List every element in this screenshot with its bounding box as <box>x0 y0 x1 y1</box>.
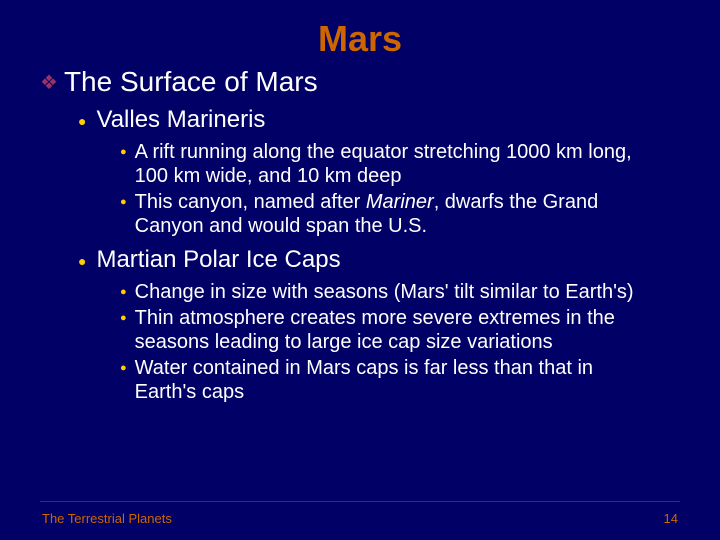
disc-bullet-icon: ● <box>120 306 127 330</box>
heading-row: ❖ The Surface of Mars <box>40 66 680 100</box>
heading-text: The Surface of Mars <box>64 66 318 98</box>
slide: Mars ❖ The Surface of Mars ● Valles Mari… <box>0 0 720 540</box>
disc-bullet-icon: ● <box>78 106 86 136</box>
subheading-text: Martian Polar Ice Caps <box>96 246 340 274</box>
diamond-bullet-icon: ❖ <box>40 66 58 100</box>
body-row: ● A rift running along the equator stret… <box>120 140 680 188</box>
body-row: ● Thin atmosphere creates more severe ex… <box>120 306 680 354</box>
body-row: ● Water contained in Mars caps is far le… <box>120 356 680 404</box>
disc-bullet-icon: ● <box>120 280 127 304</box>
body-text: A rift running along the equator stretch… <box>135 140 680 188</box>
slide-title: Mars <box>40 18 680 60</box>
subheading-text: Valles Marineris <box>96 106 265 134</box>
body-row: ● This canyon, named after Mariner, dwar… <box>120 190 680 238</box>
body-text: Water contained in Mars caps is far less… <box>135 356 680 404</box>
disc-bullet-icon: ● <box>78 246 86 276</box>
body-text: Thin atmosphere creates more severe extr… <box>135 306 680 354</box>
disc-bullet-icon: ● <box>120 356 127 380</box>
body-row: ● Change in size with seasons (Mars' til… <box>120 280 680 304</box>
footer-divider <box>40 501 680 502</box>
footer-page-number: 14 <box>664 511 678 526</box>
disc-bullet-icon: ● <box>120 140 127 164</box>
subheading-row: ● Valles Marineris <box>78 106 680 136</box>
body-text: This canyon, named after Mariner, dwarfs… <box>135 190 680 238</box>
footer-left-text: The Terrestrial Planets <box>42 511 172 526</box>
subheading-row: ● Martian Polar Ice Caps <box>78 246 680 276</box>
disc-bullet-icon: ● <box>120 190 127 214</box>
body-text: Change in size with seasons (Mars' tilt … <box>135 280 654 304</box>
